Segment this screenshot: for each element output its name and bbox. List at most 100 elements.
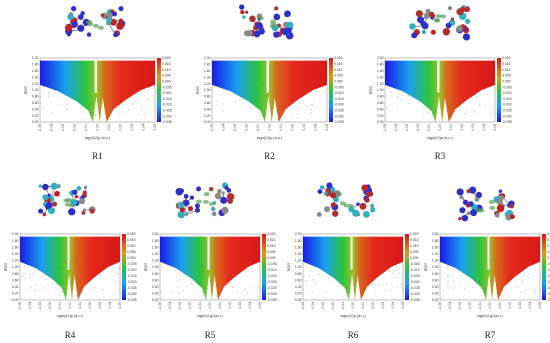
scatter-dot	[201, 263, 202, 265]
colorbar-tick-label: -0.005	[410, 262, 420, 266]
y-tick-label: 1.40	[152, 252, 159, 256]
scatter-dot	[121, 100, 123, 102]
scatter-dot	[418, 95, 420, 97]
colorbar-tick-label: -0.015	[267, 274, 277, 278]
scatter-dot	[354, 266, 356, 268]
scatter-dot	[377, 284, 379, 286]
scatter-dot	[481, 263, 482, 265]
x-tick-label: 0.04	[482, 124, 486, 131]
y-axis-title: RDG	[24, 86, 28, 94]
scatter-dot	[170, 265, 172, 266]
x-tick-label: -0.04	[28, 302, 32, 310]
x-tick-label: -0.02	[416, 124, 420, 132]
scatter-dot	[25, 273, 26, 274]
rdg-scatter-cloud	[440, 236, 540, 300]
atom	[54, 190, 60, 197]
y-tick-label: 1.80	[32, 63, 39, 67]
y-tick-label: 1.60	[204, 69, 211, 73]
atom	[221, 191, 225, 195]
scatter-dot	[516, 271, 518, 273]
colorbar-tick-label: 0.000	[547, 256, 550, 260]
scatter-dot	[313, 279, 315, 280]
scatter-dot	[227, 283, 229, 285]
atom	[72, 189, 78, 195]
panel: 0.00 0.20 0.40 0.60 0.80 1.00 1.20 1.40 1.60 1.80…	[196, 4, 344, 161]
colorbar-tick-label: -0.020	[410, 280, 420, 284]
rdg-scatter-cloud	[385, 60, 495, 122]
colorbar	[262, 234, 266, 300]
scatter-dot	[357, 276, 358, 278]
scatter-dot	[81, 107, 83, 108]
y-tick-label: 0.20	[204, 114, 211, 118]
colorbar-tick-label: 0.015	[267, 238, 276, 242]
colorbar-tick-label: 0.000	[267, 256, 276, 260]
scatter-dot	[202, 262, 203, 264]
scatter-dot	[318, 274, 320, 275]
y-tick-label: 0.40	[12, 285, 19, 289]
y-tick-label: 1.60	[12, 245, 19, 249]
atom	[323, 191, 328, 196]
scatter-dot	[335, 280, 337, 282]
scatter-dot	[61, 282, 63, 284]
scatter-dot	[29, 277, 31, 279]
scatter-dot	[388, 271, 390, 273]
colorbar-tick-label: -0.030	[502, 114, 512, 118]
scatter-dot	[387, 85, 389, 87]
x-tick-label: -0.01	[427, 124, 431, 132]
scatter-dot	[148, 98, 150, 100]
isosurface	[63, 198, 70, 203]
x-tick-label: -0.01	[256, 124, 260, 132]
scatter-dot	[86, 262, 87, 263]
colorbar-tick-label: -0.015	[547, 274, 550, 278]
x-tick-label: -0.05	[438, 302, 442, 310]
scatter-dot	[277, 103, 279, 104]
scatter-dot	[89, 288, 91, 290]
x-axis-title: sign(λ2)ρ (a.u.)	[427, 136, 453, 140]
isosurface	[64, 202, 71, 207]
atom	[74, 195, 78, 199]
y-tick-label: 0.20	[295, 292, 302, 296]
scatter-dot	[87, 85, 89, 86]
scatter-dot	[118, 268, 120, 270]
isosurface	[440, 14, 447, 19]
scatter-dot	[425, 95, 427, 96]
atom	[326, 182, 333, 189]
scatter-dot	[448, 113, 450, 115]
scatter-dot	[474, 265, 476, 266]
atom	[411, 32, 418, 39]
scatter-dot	[269, 91, 270, 92]
scatter-dot	[238, 266, 239, 268]
scatter-dot	[363, 271, 365, 273]
scatter-dot	[534, 292, 535, 293]
x-tick-label: -0.02	[188, 302, 192, 310]
colorbar-tick-label: -0.020	[502, 103, 512, 107]
colorbar-tick-label: 0.010	[267, 244, 276, 248]
scatter-dot	[464, 113, 465, 114]
atom	[466, 189, 471, 194]
scatter-dot	[93, 287, 95, 288]
y-tick-label: 1.00	[12, 265, 19, 269]
scatter-dot	[283, 110, 285, 112]
scatter-dot	[230, 261, 232, 263]
x-tick-label: -0.03	[38, 302, 42, 310]
atom	[56, 184, 61, 189]
scatter-dot	[128, 109, 130, 111]
atom	[224, 185, 229, 190]
scatter-dot	[160, 292, 162, 294]
scatter-dot	[108, 264, 110, 265]
x-tick-label: 0.00	[96, 124, 100, 131]
scatter-dot	[388, 260, 390, 261]
atom	[255, 33, 260, 38]
scatter-dot	[296, 99, 297, 101]
colorbar-tick-label: 0.015	[410, 238, 419, 242]
scatter-dot	[30, 287, 32, 288]
atom	[274, 6, 279, 11]
scatter-dot	[323, 93, 325, 94]
x-tick-label: 0.00	[438, 124, 442, 131]
isosurface	[195, 199, 202, 204]
colorbar-tick-label: 0.005	[127, 250, 136, 254]
atom	[468, 201, 474, 207]
atom	[210, 206, 216, 212]
y-tick-label: 0.40	[432, 285, 439, 289]
scatter-dot	[255, 287, 257, 289]
